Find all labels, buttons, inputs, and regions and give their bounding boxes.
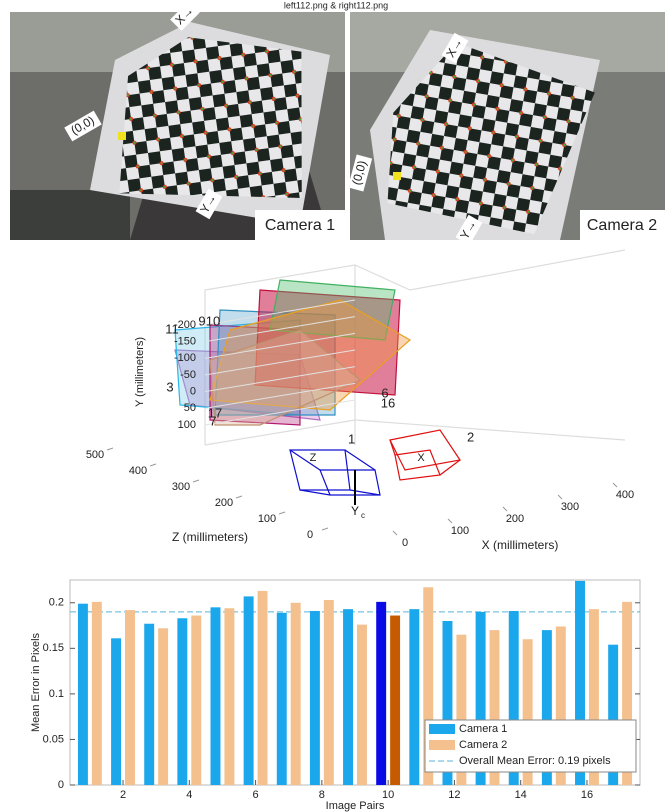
camera-1-image: Camera 1 X→ (0,0) Y→ xyxy=(10,1,345,240)
bar xyxy=(125,610,135,785)
x-tick-label: 400 xyxy=(616,489,634,501)
camera-label: Camera 2 xyxy=(587,217,657,234)
y-tick-label: -150 xyxy=(174,336,196,348)
camera-label: Camera 1 xyxy=(265,217,335,234)
bar xyxy=(224,608,234,785)
bar xyxy=(158,628,168,785)
x-tick xyxy=(613,483,617,487)
y-axis-label: Mean Error in Pixels xyxy=(30,632,42,732)
z-tick xyxy=(193,480,199,482)
y-tick-label: 0.05 xyxy=(43,733,64,745)
x-tick-label: 8 xyxy=(319,789,325,801)
plane-label: 17 xyxy=(208,405,222,420)
plane-label: 10 xyxy=(206,313,220,328)
bar xyxy=(343,609,353,785)
plane-label: 16 xyxy=(381,395,395,410)
z-tick xyxy=(236,496,242,498)
bar xyxy=(390,616,400,785)
z-tick-label: 0 xyxy=(307,529,313,541)
x-tick-label: 300 xyxy=(561,501,579,513)
y-tick-label: 0.2 xyxy=(49,597,64,609)
z-tick-label: 200 xyxy=(215,497,233,509)
x-tick-label: 12 xyxy=(448,789,460,801)
bar xyxy=(111,638,121,785)
y-tick-label: 50 xyxy=(184,402,196,414)
camera-axis-label: c xyxy=(361,511,365,520)
x-tick-label: 14 xyxy=(515,789,527,801)
x-tick xyxy=(448,519,452,523)
bar xyxy=(277,613,287,785)
x-tick-label: 0 xyxy=(402,537,408,549)
camera-axis-label: Y xyxy=(351,504,359,518)
bar xyxy=(357,625,367,785)
bar xyxy=(191,616,201,785)
bar xyxy=(409,609,419,785)
bar xyxy=(258,591,268,785)
legend-label: Camera 2 xyxy=(459,739,507,751)
plane-label: 11 xyxy=(165,321,179,336)
bar xyxy=(177,618,187,785)
bar xyxy=(78,604,88,785)
y-tick-label: -100 xyxy=(174,352,196,364)
bar xyxy=(310,611,320,785)
figure: left112.png & right112.png Camera 1 X→ (… xyxy=(0,0,672,812)
camera-axis-label: X xyxy=(417,452,425,464)
x-tick-label: 2 xyxy=(120,789,126,801)
x-tick xyxy=(503,507,507,511)
z-tick xyxy=(322,528,328,530)
z-tick xyxy=(150,464,156,466)
x-tick-label: 4 xyxy=(186,789,192,801)
plane-label: 3 xyxy=(166,379,173,394)
y-tick-label: 0 xyxy=(190,386,196,398)
legend-label: Overall Mean Error: 0.19 pixels xyxy=(459,755,611,767)
legend-swatch xyxy=(429,740,455,750)
y-tick-label: 0 xyxy=(58,779,64,791)
camera-2-image: Camera 2 X→ (0,0) Y→ xyxy=(348,12,665,245)
legend-label: Camera 1 xyxy=(459,723,507,735)
plane-label: 9 xyxy=(198,313,205,328)
camera-axis-label: Z xyxy=(310,452,317,464)
x-tick xyxy=(393,531,397,535)
bar xyxy=(144,624,154,785)
x-tick xyxy=(558,495,562,499)
y-tick-label: -50 xyxy=(180,369,196,381)
bar xyxy=(244,596,254,785)
z-tick xyxy=(279,512,285,514)
bar xyxy=(376,602,386,785)
y-tick-label: 0.1 xyxy=(49,688,64,700)
x-tick-label: 200 xyxy=(506,513,524,525)
bar xyxy=(92,602,102,785)
x-tick-label: 16 xyxy=(581,789,593,801)
z-tick-label: 500 xyxy=(86,449,104,461)
x-tick-label: 6 xyxy=(253,789,259,801)
x-axis-label: X (millimeters) xyxy=(482,538,559,552)
y-axis-label: Y (millimeters) xyxy=(134,337,146,407)
z-tick-label: 400 xyxy=(129,465,147,477)
bar xyxy=(211,607,221,785)
bar xyxy=(324,600,334,785)
y-tick-label: 100 xyxy=(178,419,196,431)
y-tick-label: 0.15 xyxy=(43,642,64,654)
z-tick-label: 300 xyxy=(172,481,190,493)
bar xyxy=(291,603,301,785)
legend-swatch xyxy=(429,724,455,734)
z-tick-label: 100 xyxy=(258,513,276,525)
image-title: left112.png & right112.png xyxy=(284,0,388,10)
extrinsics-scene xyxy=(175,250,625,505)
z-axis-label: Z (millimeters) xyxy=(172,530,248,544)
z-tick xyxy=(107,448,113,450)
x-axis-label: Image Pairs xyxy=(326,800,385,812)
camera-label: 2 xyxy=(467,429,474,444)
camera-label: 1 xyxy=(348,431,355,446)
page: left112.png & right112.png Camera 1 X→ (… xyxy=(0,0,672,812)
x-tick-label: 100 xyxy=(451,525,469,537)
